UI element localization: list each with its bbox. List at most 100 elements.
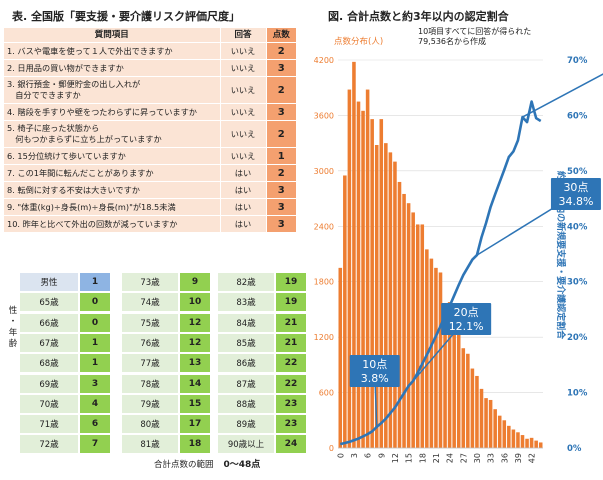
- age-label: 89歳: [218, 415, 274, 434]
- x-tick-label: 9: [377, 453, 386, 458]
- left-tick-label: 1800: [314, 278, 334, 287]
- age-points: 0: [80, 313, 110, 332]
- age-label: 71歳: [20, 415, 78, 434]
- annotation-points: 30点: [563, 181, 588, 194]
- age-points: 17: [180, 415, 210, 434]
- age-points: 21: [276, 313, 306, 332]
- bar: [461, 348, 466, 448]
- bar: [511, 429, 516, 448]
- age-points: 22: [276, 354, 306, 373]
- bar: [516, 432, 520, 448]
- x-tick-label: 24: [446, 453, 455, 463]
- right-tick-label: 30%: [567, 278, 588, 288]
- bar: [438, 272, 443, 448]
- age-label: 84歳: [218, 313, 274, 332]
- age-points: 19: [276, 293, 306, 312]
- score-range: 合計点数の範囲 0〜48点: [154, 457, 260, 470]
- age-points: 4: [80, 394, 110, 413]
- question-row: 8. 転倒に対する不安は大きいですか はい 3: [4, 181, 296, 199]
- age-label: 67歳: [20, 333, 78, 352]
- question-points: 2: [265, 42, 296, 60]
- bar: [507, 425, 511, 448]
- bar: [374, 144, 379, 448]
- question-points: 3: [265, 181, 296, 199]
- table-header-row: 質問項目 回答 点数: [4, 28, 296, 43]
- question-answer: いいえ: [219, 59, 266, 77]
- question-answer: はい: [219, 198, 266, 216]
- age-label: 68歳: [20, 354, 78, 373]
- bar: [502, 420, 507, 448]
- annotation-rate: 34.8%: [558, 195, 593, 208]
- bar: [415, 224, 420, 448]
- question-points: 3: [265, 198, 296, 216]
- age-label: 77歳: [122, 354, 178, 373]
- age-points: 15: [180, 394, 210, 413]
- question-answer: いいえ: [219, 103, 266, 121]
- question-text: 6. 15分位続けて歩いていますか: [4, 147, 220, 165]
- bar: [443, 307, 447, 448]
- question-points: 3: [265, 59, 296, 77]
- right-tick-label: 10%: [567, 389, 588, 399]
- question-answer: はい: [219, 164, 266, 182]
- bar: [525, 438, 529, 448]
- age-points: 19: [276, 273, 306, 291]
- right-tick-label: 20%: [567, 333, 588, 343]
- x-tick-label: 42: [528, 453, 537, 463]
- age-label: 83歳: [218, 293, 274, 312]
- age-label: 79歳: [122, 394, 178, 413]
- question-answer: はい: [219, 181, 266, 199]
- age-points: 12: [180, 333, 210, 352]
- score-range-label: 合計点数の範囲: [154, 460, 214, 470]
- annotation-pointer: [522, 73, 603, 118]
- left-tick-label: 600: [319, 389, 334, 398]
- bar: [429, 258, 434, 448]
- question-points: 3: [265, 103, 296, 121]
- header-item: 質問項目: [4, 28, 220, 43]
- annotation-rate: 3.8%: [361, 372, 389, 385]
- bar: [379, 119, 384, 448]
- age-points: 21: [276, 333, 306, 352]
- age-points: 9: [180, 273, 210, 291]
- bar: [338, 267, 343, 448]
- bar: [356, 101, 361, 449]
- bar: [352, 61, 356, 448]
- question-answer: はい: [219, 215, 266, 233]
- question-text: 1. バスや電車を使って１人で外出できますか: [4, 42, 220, 60]
- age-points: 13: [180, 354, 210, 373]
- bar: [488, 399, 493, 448]
- bar: [397, 181, 402, 448]
- question-answer: いいえ: [219, 76, 266, 104]
- bar: [538, 442, 543, 448]
- age-label: 69歳: [20, 374, 78, 393]
- age-points: 22: [276, 374, 306, 393]
- x-tick-label: 36: [500, 453, 509, 463]
- x-tick-label: 39: [514, 453, 523, 463]
- bar: [384, 143, 388, 448]
- bar: [466, 353, 470, 448]
- annotation-points: 20点: [454, 306, 479, 319]
- bar: [475, 375, 479, 448]
- age-points: 10: [180, 293, 210, 312]
- age-label: 73歳: [122, 273, 178, 291]
- bar: [425, 249, 429, 448]
- question-points: 2: [265, 164, 296, 182]
- age-points: 14: [180, 374, 210, 393]
- x-tick-label: 3: [350, 453, 359, 458]
- age-points: 18: [180, 435, 210, 454]
- age-points: 0: [80, 293, 110, 312]
- x-tick-label: 18: [418, 453, 427, 463]
- bar: [456, 327, 461, 448]
- left-tick-label: 3000: [314, 167, 334, 176]
- x-tick-label: 27: [459, 453, 468, 463]
- question-text: 4. 階段を手すりや壁をつたわらずに昇っていますか: [4, 103, 220, 121]
- bar: [388, 152, 393, 448]
- left-tick-label: 3600: [314, 111, 334, 120]
- right-tick-label: 70%: [567, 56, 588, 66]
- question-text: 5. 椅子に座った状態から 何もつかまらずに立ち上がっていますか: [4, 120, 220, 148]
- question-text: 8. 転倒に対する不安は大きいですか: [4, 181, 220, 199]
- age-label: 男性: [20, 273, 78, 291]
- age-points: 1: [80, 333, 110, 352]
- annotation-points: 10点: [362, 358, 387, 371]
- chart-panel: 図. 合計点数と約3年以内の認定割合 0 600 1200 1800 2400 3000 3…: [300, 0, 603, 480]
- question-points: 3: [265, 215, 296, 233]
